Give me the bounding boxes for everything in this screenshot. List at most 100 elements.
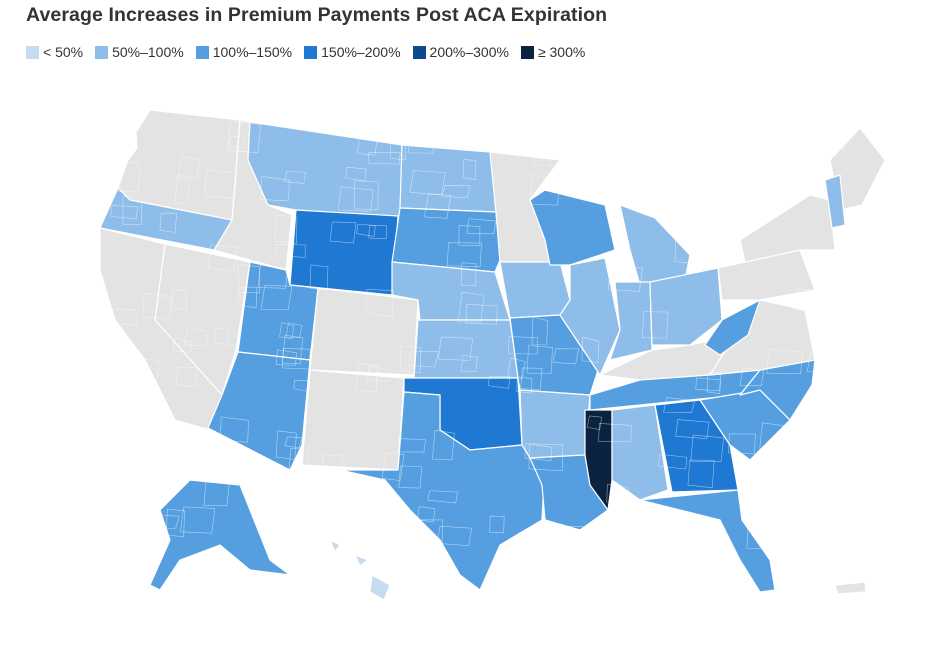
state-north-dakota — [399, 144, 497, 213]
state-ohio — [649, 267, 723, 346]
map-legend: < 50% 50%–100% 100%–150% 150%–200% 200%–300%… — [26, 44, 597, 60]
state-montana — [247, 121, 403, 221]
county-boundary — [112, 159, 141, 193]
county-boundary — [466, 218, 497, 235]
county-boundary — [284, 170, 307, 184]
county-boundary — [706, 372, 722, 395]
state-west-virginia — [704, 299, 761, 356]
county-boundary — [441, 184, 471, 198]
county-boundary — [417, 519, 443, 546]
state-indiana — [609, 281, 653, 361]
state-new-mexico — [301, 369, 405, 471]
county-boundary — [465, 304, 498, 325]
legend-swatch — [26, 45, 39, 59]
county-boundary — [184, 328, 209, 346]
county-boundary — [806, 352, 838, 374]
county-boundary — [366, 365, 392, 382]
state-arizona — [207, 351, 311, 471]
county-boundary — [606, 484, 629, 505]
county-boundary — [587, 415, 602, 430]
county-boundary — [690, 434, 724, 462]
county-boundary — [172, 337, 193, 353]
legend-item: ≥ 300% — [520, 44, 585, 60]
legend-item: 200%–300% — [412, 44, 509, 60]
county-boundary — [214, 327, 229, 345]
county-boundary — [766, 348, 803, 374]
state-kansas — [413, 319, 519, 379]
county-boundary — [487, 375, 511, 389]
county-boundary — [782, 476, 816, 506]
county-boundary — [675, 419, 710, 439]
county-boundary — [581, 184, 612, 199]
county-boundary — [127, 371, 154, 392]
county-boundary — [227, 135, 246, 149]
county-boundary — [820, 126, 844, 157]
county-boundary — [174, 175, 191, 204]
county-boundary — [409, 170, 446, 195]
county-boundary — [219, 416, 249, 443]
county-boundary — [260, 284, 293, 310]
county-boundary — [528, 443, 564, 472]
county-boundary — [275, 430, 297, 460]
county-boundary — [354, 180, 379, 210]
county-boundary — [407, 124, 437, 154]
county-boundary — [524, 443, 553, 461]
county-boundary — [520, 367, 543, 390]
county-boundary — [813, 313, 830, 344]
county-boundary — [275, 349, 298, 366]
county-boundary — [458, 224, 481, 247]
state-puerto-rico — [834, 581, 867, 595]
county-boundary — [489, 515, 505, 534]
county-boundary — [424, 193, 452, 219]
county-boundary — [687, 459, 715, 489]
county-boundary — [706, 529, 726, 542]
county-boundary — [463, 158, 477, 180]
county-boundary — [565, 525, 596, 555]
legend-swatch — [520, 45, 534, 59]
county-boundary — [508, 336, 539, 355]
state-wyoming — [289, 209, 399, 296]
county-boundary — [399, 345, 422, 374]
county-boundary — [142, 292, 172, 319]
legend-label: 200%–300% — [429, 44, 509, 60]
county-boundary — [237, 264, 260, 294]
county-boundary — [663, 397, 696, 413]
county-boundary — [581, 336, 599, 363]
county-boundary — [784, 183, 807, 198]
county-boundary — [727, 433, 756, 455]
county-boundary — [789, 120, 814, 141]
county-boundary — [279, 322, 295, 340]
county-boundary — [204, 169, 238, 199]
county-boundary — [746, 517, 770, 549]
county-boundary — [711, 242, 743, 264]
county-boundary — [804, 122, 827, 145]
county-boundary — [461, 262, 477, 287]
county-boundary — [282, 334, 304, 365]
county-boundary — [438, 336, 474, 361]
county-boundary — [417, 506, 436, 523]
county-boundary — [309, 264, 329, 291]
state-michigan — [619, 204, 691, 286]
county-boundary — [532, 148, 553, 166]
county-boundary — [436, 525, 472, 546]
legend-item: < 50% — [26, 44, 83, 60]
county-boundary — [658, 454, 688, 470]
state-wisconsin — [529, 189, 616, 266]
state-georgia — [654, 399, 739, 493]
state-florida — [639, 489, 776, 593]
county-boundary — [293, 379, 311, 392]
county-boundary — [337, 186, 374, 212]
state-illinois — [559, 257, 621, 376]
county-boundary — [457, 291, 485, 323]
county-boundary — [739, 367, 765, 387]
county-boundary — [642, 311, 669, 339]
county-boundary — [632, 163, 657, 188]
county-boundary — [107, 308, 139, 326]
county-boundary — [274, 214, 298, 244]
county-boundary — [770, 521, 787, 549]
county-boundary — [516, 376, 533, 394]
county-boundaries — [107, 120, 844, 557]
county-boundary — [357, 127, 379, 156]
county-boundary — [356, 363, 378, 392]
